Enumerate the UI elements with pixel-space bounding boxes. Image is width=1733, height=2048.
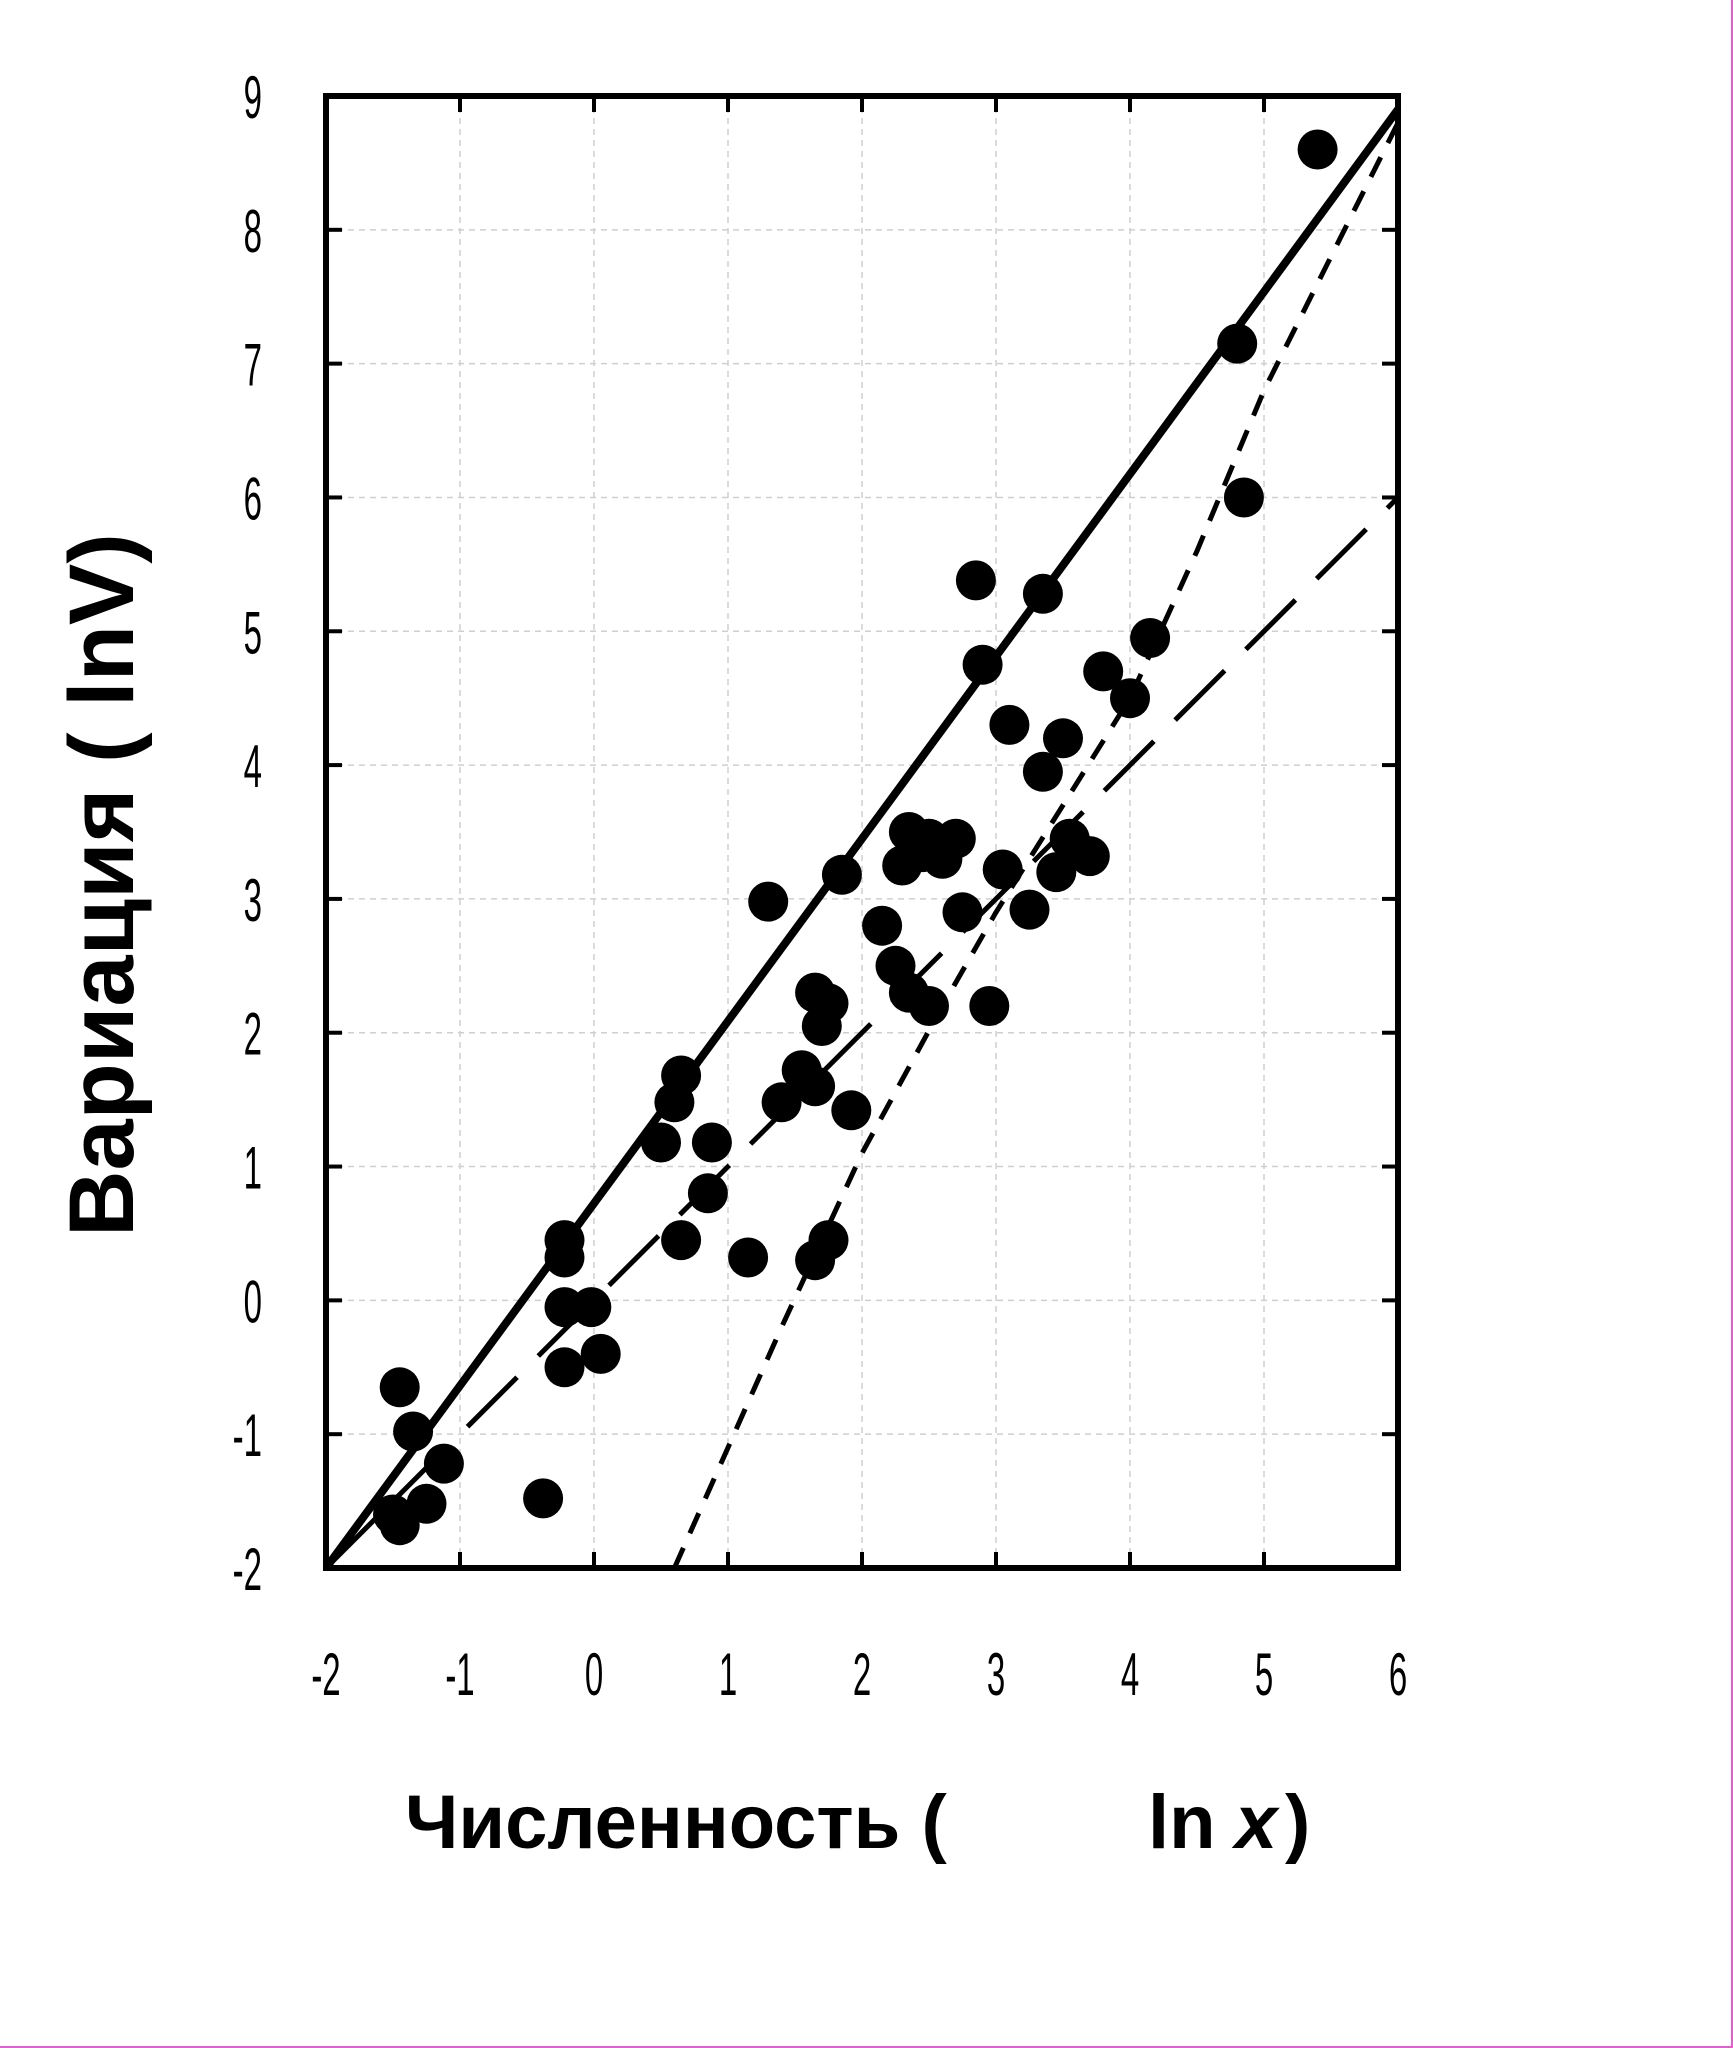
- y-tick-label: 9: [244, 65, 262, 132]
- x-tick-label: 5: [1255, 1642, 1273, 1709]
- data-point: [641, 1122, 681, 1163]
- data-points: [373, 129, 1338, 1546]
- y-tick-labels: -2 -1 0 1 2 3 4 5 6 7 8 9: [233, 65, 262, 1604]
- data-point: [393, 1411, 434, 1452]
- data-point: [523, 1478, 564, 1519]
- data-point: [691, 1122, 732, 1163]
- plot-frame: [323, 93, 1401, 1571]
- regression-line-long-dash: [324, 495, 1400, 1570]
- data-point: [423, 1443, 464, 1484]
- data-point: [808, 1220, 849, 1261]
- data-point: [661, 1220, 702, 1261]
- data-point: [580, 1333, 621, 1374]
- data-point: [761, 1082, 802, 1123]
- data-point: [379, 1505, 420, 1546]
- data-point: [808, 983, 849, 1024]
- x-tick-label: 4: [1121, 1642, 1139, 1709]
- y-tick-label: 8: [244, 199, 262, 266]
- x-tick-labels: -2 -1 0 1 2 3 4 5 6: [311, 1642, 1407, 1709]
- regression-line-short-dash: [672, 121, 1401, 1570]
- data-point: [1036, 852, 1077, 893]
- data-point: [1297, 129, 1338, 170]
- x-tick-label: 1: [719, 1642, 737, 1709]
- data-point: [989, 704, 1030, 745]
- x-tick-label: 0: [585, 1642, 603, 1709]
- data-point: [1069, 836, 1110, 877]
- y-tick-label: 7: [244, 332, 262, 399]
- data-point: [379, 1367, 420, 1408]
- grid-lines: [326, 96, 1398, 1568]
- data-point: [1043, 718, 1083, 759]
- data-point: [1110, 678, 1150, 719]
- data-point: [942, 892, 983, 933]
- data-point: [909, 986, 949, 1026]
- y-tick-label: 2: [244, 1001, 262, 1068]
- data-point: [661, 1055, 702, 1096]
- data-point: [687, 1173, 728, 1214]
- data-point: [1130, 618, 1171, 658]
- x-tick-label: -1: [445, 1642, 474, 1709]
- data-point: [821, 854, 862, 895]
- x-axis-title: Численность ( ln x ): [405, 1780, 1310, 1865]
- data-point: [935, 818, 976, 859]
- x-axis-title-ln: ln: [1148, 1780, 1216, 1865]
- right-border-rule: [1731, 0, 1733, 2048]
- data-point: [831, 1090, 872, 1131]
- data-point: [1217, 323, 1258, 364]
- data-point: [982, 849, 1023, 890]
- x-axis-title-variable: x: [1231, 1780, 1280, 1865]
- y-tick-label: 0: [244, 1269, 262, 1336]
- y-tick-label: 1: [244, 1135, 262, 1202]
- y-tick-label: 5: [244, 600, 262, 667]
- bottom-border-rule: [0, 2046, 1733, 2048]
- x-tick-label: -2: [311, 1642, 340, 1709]
- x-tick-label: 3: [987, 1642, 1005, 1709]
- data-point: [962, 644, 1003, 685]
- y-tick-label: 6: [244, 466, 262, 533]
- data-point: [862, 905, 903, 946]
- y-tick-label: -1: [233, 1403, 262, 1470]
- data-point: [955, 560, 996, 601]
- data-point: [748, 881, 789, 922]
- data-point: [571, 1287, 612, 1328]
- data-point: [1083, 651, 1124, 692]
- data-point: [1022, 751, 1063, 792]
- y-tick-label: 3: [244, 868, 262, 935]
- axis-ticks: [326, 96, 1398, 1568]
- x-tick-label: 6: [1389, 1642, 1407, 1709]
- data-point: [795, 1066, 836, 1107]
- y-axis-title: Вариация ( lnV): [51, 533, 153, 1237]
- data-point: [1009, 889, 1050, 930]
- data-point: [969, 986, 1010, 1026]
- x-axis-title-prefix: Численность (: [405, 1780, 947, 1865]
- x-axis-title-suffix: ): [1285, 1780, 1310, 1865]
- data-point: [728, 1237, 769, 1278]
- y-tick-label: 4: [244, 734, 262, 801]
- data-point: [544, 1347, 585, 1388]
- data-point: [406, 1483, 447, 1524]
- data-point: [1022, 573, 1063, 614]
- y-tick-label: -2: [233, 1537, 262, 1604]
- data-point: [544, 1237, 585, 1278]
- data-point: [1223, 477, 1264, 518]
- x-tick-label: 2: [853, 1642, 871, 1709]
